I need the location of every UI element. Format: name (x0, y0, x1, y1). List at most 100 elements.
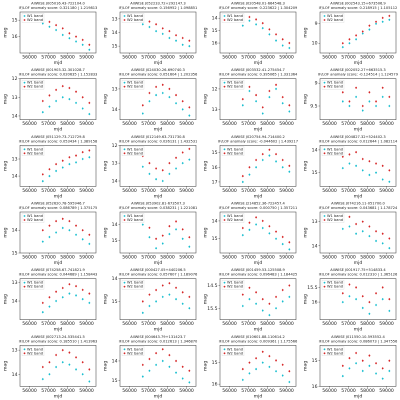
chart-subtitle: IF/LOF anomaly score: 0.020635 | 1.15283… (19, 73, 98, 77)
y-tick-label: 16 (312, 300, 318, 306)
legend-box (221, 146, 245, 156)
x-axis-label: mjd (154, 127, 163, 133)
data-point (68, 163, 71, 166)
x-tick-label: 56000 (122, 321, 137, 327)
legend-label: W1 band (227, 214, 243, 218)
legend-label: W1 band (327, 214, 343, 218)
data-point (141, 165, 144, 168)
x-tick-label: 57000 (41, 255, 56, 261)
data-point (341, 167, 344, 170)
data-point (41, 100, 44, 102)
panel: AllWISE J052620.78-595946.7IF/LOF anomal… (4, 202, 98, 267)
data-point (388, 169, 391, 172)
data-point (55, 290, 57, 293)
legend-label: W1 band (27, 147, 43, 151)
x-tick-label: 59000 (179, 321, 194, 327)
data-point (55, 163, 57, 166)
data-point (368, 312, 371, 315)
x-tick-label: 57000 (241, 188, 256, 194)
data-point (81, 38, 84, 41)
legend-label: W2 band (327, 151, 343, 155)
data-point (55, 366, 57, 368)
legend-marker (323, 348, 326, 351)
data-point (181, 377, 184, 380)
legend-marker (323, 148, 326, 151)
x-tick-label: 57000 (141, 188, 156, 194)
data-point (41, 111, 44, 114)
x-tick-label: 59000 (79, 321, 94, 327)
data-point (361, 359, 364, 362)
data-point (255, 23, 257, 26)
data-point (368, 225, 371, 228)
data-point (241, 293, 244, 296)
x-tick-label: 57000 (341, 121, 356, 127)
plot-frame (19, 278, 97, 320)
data-point (75, 356, 77, 359)
data-point (155, 352, 158, 355)
plot-frame (19, 11, 97, 54)
chart-title: AllWISE J074216.11-051700.0 (331, 202, 385, 206)
data-point (281, 159, 284, 161)
data-point (81, 43, 84, 46)
data-point (75, 101, 77, 104)
x-tick-label: 58000 (360, 121, 375, 127)
x-axis-label: mjd (254, 327, 263, 333)
legend-marker (223, 85, 226, 88)
data-point (368, 354, 371, 357)
x-axis-label: mjd (254, 60, 263, 66)
legend-marker (23, 148, 26, 151)
y-axis-label: mag (4, 27, 9, 37)
data-point (288, 47, 291, 49)
data-point (241, 234, 244, 237)
data-point (288, 284, 291, 287)
data-point (188, 236, 191, 239)
legend-box (221, 346, 245, 356)
data-point (175, 228, 177, 231)
y-tick-label: 17 (212, 179, 218, 185)
x-tick-label: 56000 (22, 255, 37, 261)
y-tick-label: 14 (112, 276, 118, 282)
legend-box (121, 146, 145, 156)
data-point (375, 171, 377, 174)
data-point (75, 368, 77, 371)
data-point (275, 237, 277, 240)
data-point (181, 365, 184, 368)
data-point (88, 149, 91, 152)
data-point (281, 300, 284, 303)
data-point (148, 358, 151, 360)
data-point (155, 178, 158, 181)
data-point (168, 172, 171, 175)
data-point (141, 104, 144, 107)
x-tick-label: 59000 (379, 255, 394, 261)
x-tick-label: 57000 (141, 55, 156, 61)
chart-subtitle: IF/LOF anomaly score: 0.156952 | 1.09885… (119, 6, 198, 10)
y-axis-label: mag (204, 294, 209, 304)
data-point (175, 39, 177, 42)
data-point (248, 228, 251, 231)
data-point (348, 162, 351, 165)
x-tick-label: 59000 (279, 255, 294, 261)
data-point (155, 23, 158, 26)
x-tick-label: 56000 (322, 255, 337, 261)
data-point (88, 101, 91, 104)
y-axis-label: mag (204, 361, 209, 371)
legend-label: W2 band (127, 218, 143, 222)
legend-marker (123, 81, 126, 84)
data-point (181, 108, 184, 111)
legend-label: W1 band (227, 81, 243, 85)
legend-marker (23, 219, 26, 221)
legend-marker (223, 148, 226, 151)
y-tick-label: 15 (12, 18, 18, 24)
data-point (288, 164, 291, 167)
legend-label: W1 band (227, 147, 243, 151)
legend-label: W1 band (327, 14, 343, 18)
x-tick-label: 57000 (341, 388, 356, 394)
y-tick-label: 15 (112, 299, 118, 305)
chart-title: AllWISE J020548.01-664548.3 (231, 2, 285, 6)
plot-frame (119, 78, 197, 120)
x-tick-label: 56000 (22, 188, 37, 194)
data-point (255, 223, 257, 226)
data-point (275, 83, 277, 86)
data-point (348, 100, 351, 103)
data-point (181, 291, 184, 294)
